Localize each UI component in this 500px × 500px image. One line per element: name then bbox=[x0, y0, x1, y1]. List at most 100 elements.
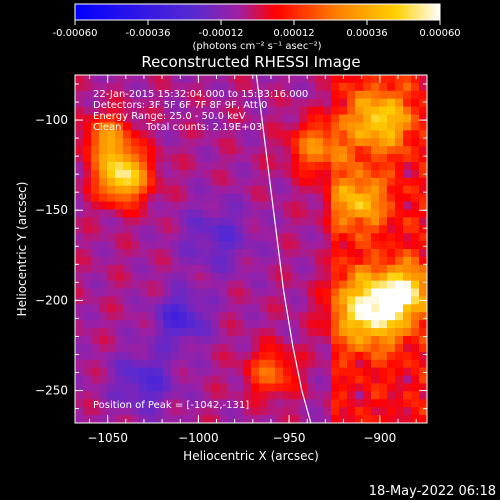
heatmap-cell bbox=[75, 288, 84, 298]
heatmap-cell bbox=[147, 343, 156, 353]
heatmap-cell bbox=[219, 233, 228, 242]
heatmap-cell bbox=[99, 351, 108, 361]
heatmap-cell bbox=[299, 225, 308, 234]
heatmap-cell bbox=[323, 82, 332, 92]
x-tick-label: −950 bbox=[273, 431, 306, 445]
total-counts-label: Total counts: 2.19E+03 bbox=[145, 122, 262, 133]
heatmap-cell bbox=[91, 375, 100, 385]
heatmap-cell bbox=[99, 185, 108, 195]
heatmap-cell bbox=[355, 328, 364, 337]
heatmap-cell bbox=[323, 114, 332, 124]
heatmap-cell bbox=[395, 351, 404, 361]
heatmap-cell bbox=[299, 407, 308, 416]
heatmap-cell bbox=[115, 304, 124, 313]
heatmap-cell bbox=[251, 264, 260, 274]
heatmap-cell bbox=[163, 106, 172, 116]
heatmap-cell bbox=[347, 162, 356, 171]
heatmap-cell bbox=[259, 320, 268, 329]
heatmap-cell bbox=[355, 114, 364, 124]
heatmap-cell bbox=[195, 320, 204, 329]
heatmap-cell bbox=[211, 225, 220, 234]
heatmap-cell bbox=[219, 75, 228, 84]
heatmap-cell bbox=[211, 162, 220, 171]
heatmap-cell bbox=[355, 130, 364, 139]
heatmap-cell bbox=[187, 256, 196, 266]
heatmap-cell bbox=[339, 249, 348, 258]
heatmap-cell bbox=[227, 288, 236, 298]
heatmap-cell bbox=[267, 98, 276, 108]
heatmap-cell bbox=[387, 336, 396, 345]
heatmap-cell bbox=[91, 193, 100, 203]
heatmap-cell bbox=[275, 351, 284, 361]
heatmap-cell bbox=[259, 106, 268, 116]
heatmap-cell bbox=[339, 106, 348, 116]
heatmap-cell bbox=[307, 272, 316, 282]
heatmap-cell bbox=[315, 304, 324, 313]
heatmap-cell bbox=[131, 193, 140, 203]
heatmap-cell bbox=[107, 75, 116, 84]
heatmap-cell bbox=[419, 146, 427, 155]
heatmap-cell bbox=[107, 280, 116, 290]
heatmap-cell bbox=[235, 106, 244, 116]
heatmap-cell bbox=[299, 415, 308, 423]
heatmap-cell bbox=[115, 399, 124, 408]
heatmap-cell bbox=[123, 359, 132, 369]
heatmap-cell bbox=[147, 233, 156, 242]
energy-range-label: Energy Range: 25.0 - 50.0 keV bbox=[93, 111, 246, 122]
heatmap-cell bbox=[419, 312, 427, 321]
heatmap-cell bbox=[211, 177, 220, 187]
heatmap-cell bbox=[139, 114, 148, 124]
heatmap-cell bbox=[275, 185, 284, 195]
heatmap-cell bbox=[131, 106, 140, 116]
heatmap-cell bbox=[299, 343, 308, 353]
heatmap-cell bbox=[331, 336, 340, 345]
heatmap-cell bbox=[395, 296, 404, 305]
heatmap-cell bbox=[123, 106, 132, 116]
heatmap-cell bbox=[355, 75, 364, 84]
heatmap-cell bbox=[171, 249, 180, 258]
heatmap-cell bbox=[395, 169, 404, 179]
heatmap-cell bbox=[331, 304, 340, 313]
heatmap-cell bbox=[187, 193, 196, 203]
heatmap-cell bbox=[267, 304, 276, 313]
time-range-label: 22-Jan-2015 15:32:04.000 to 15:33:16.000 bbox=[93, 89, 308, 100]
heatmap-cell bbox=[179, 320, 188, 329]
heatmap-cell bbox=[75, 185, 84, 195]
colorbar-ticks: -0.00060 -0.00036 -0.00012 0.00012 0.00036 0.… bbox=[53, 20, 461, 39]
heatmap-cell bbox=[163, 399, 172, 408]
heatmap-cell bbox=[363, 320, 372, 329]
heatmap-cell bbox=[259, 169, 268, 179]
heatmap-cell bbox=[171, 162, 180, 171]
heatmap-cell bbox=[227, 367, 236, 377]
heatmap-cell bbox=[371, 225, 380, 234]
heatmap-cell bbox=[291, 296, 300, 305]
heatmap-cell bbox=[171, 217, 180, 226]
heatmap-cell bbox=[403, 233, 412, 242]
heatmap-cell bbox=[363, 217, 372, 226]
heatmap-cell bbox=[379, 296, 388, 305]
heatmap-cell bbox=[115, 336, 124, 345]
heatmap-cell bbox=[371, 280, 380, 290]
heatmap-cell bbox=[307, 391, 316, 400]
heatmap-cell bbox=[203, 367, 212, 377]
heatmap-cell bbox=[307, 154, 316, 163]
heatmap-cell bbox=[259, 296, 268, 305]
heatmap-cell bbox=[147, 415, 156, 423]
heatmap-cell bbox=[75, 415, 84, 423]
heatmap-cell bbox=[355, 90, 364, 100]
heatmap-cell bbox=[419, 75, 427, 84]
heatmap-cell bbox=[403, 169, 412, 179]
heatmap-cell bbox=[179, 75, 188, 84]
heatmap-cell bbox=[283, 217, 292, 226]
heatmap-cell bbox=[179, 209, 188, 218]
heatmap-cell bbox=[179, 217, 188, 226]
heatmap-cell bbox=[99, 233, 108, 242]
heatmap-cell bbox=[163, 162, 172, 171]
heatmap-cell bbox=[203, 375, 212, 385]
heatmap-cell bbox=[147, 90, 156, 100]
heatmap-cell bbox=[179, 264, 188, 274]
heatmap-cell bbox=[307, 336, 316, 345]
heatmap-cell bbox=[147, 391, 156, 400]
heatmap-cell bbox=[211, 351, 220, 361]
heatmap-cell bbox=[395, 383, 404, 392]
